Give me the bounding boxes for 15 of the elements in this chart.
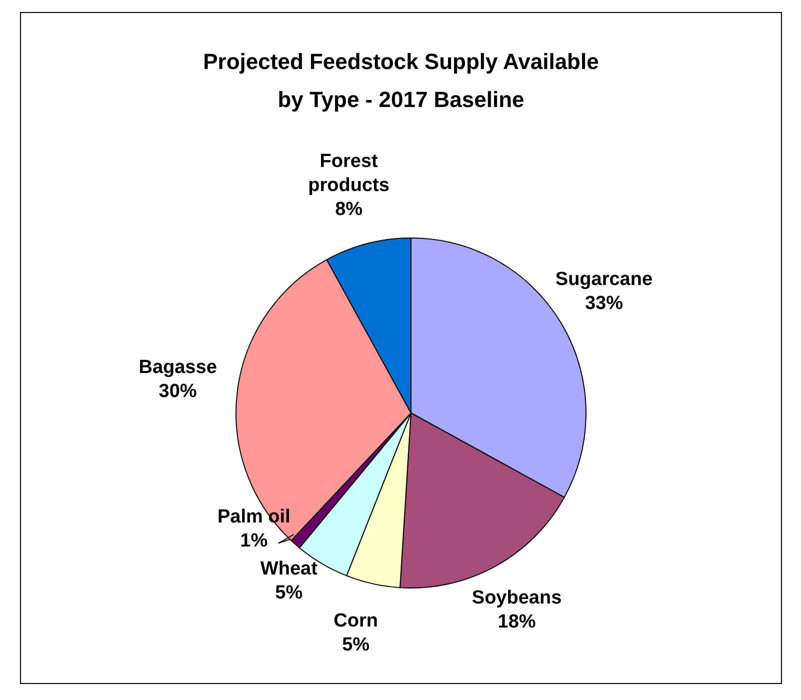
- slice-label: Bagasse: [138, 356, 217, 378]
- data-label: 30%: [158, 380, 197, 402]
- data-label: 1%: [240, 530, 268, 551]
- slice-label: Forest products: [308, 150, 390, 196]
- slice-label: Soybeans: [472, 587, 562, 608]
- slice-label: Corn: [334, 610, 378, 631]
- slice-label: Sugarcane: [555, 268, 653, 290]
- data-label: 33%: [584, 292, 624, 314]
- data-label: 5%: [342, 634, 370, 655]
- chart-title: Projected Feedstock Supply Available by Type - 2017 Baseline: [202, 48, 600, 114]
- data-label: 5%: [275, 582, 303, 603]
- slice-label: Palm oil: [217, 506, 290, 527]
- data-label: 18%: [498, 611, 536, 632]
- data-label: 8%: [335, 198, 363, 220]
- slice-label: Wheat: [260, 558, 318, 579]
